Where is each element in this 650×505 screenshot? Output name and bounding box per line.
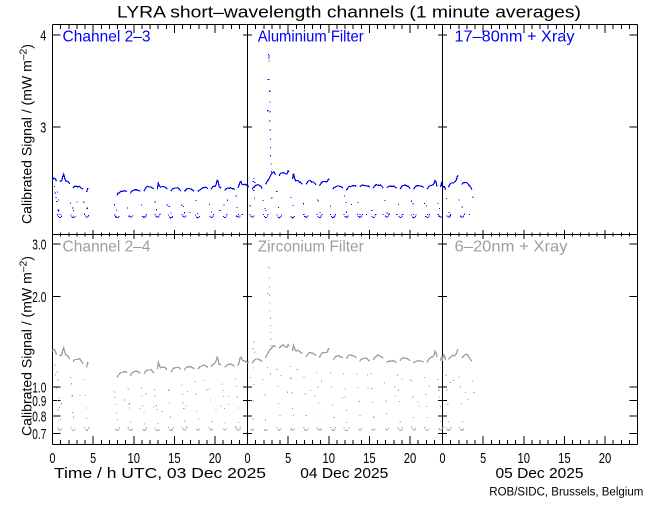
svg-text:ROB/SIDC, Brussels, Belgium: ROB/SIDC, Brussels, Belgium <box>489 486 643 498</box>
svg-text:0.7: 0.7 <box>32 426 46 443</box>
svg-text:20: 20 <box>404 450 417 467</box>
svg-text:3.0: 3.0 <box>32 236 46 253</box>
svg-text:0: 0 <box>440 450 446 467</box>
svg-text:Channel 2–4: Channel 2–4 <box>63 239 151 256</box>
svg-text:1.0: 1.0 <box>32 379 46 396</box>
svg-text:5: 5 <box>90 450 96 467</box>
svg-text:20: 20 <box>209 450 222 467</box>
svg-text:05 Dec 2025: 05 Dec 2025 <box>496 465 584 482</box>
svg-text:0.9: 0.9 <box>32 393 46 410</box>
svg-text:0.8: 0.8 <box>32 408 46 425</box>
svg-text:15: 15 <box>168 450 181 467</box>
svg-text:0: 0 <box>50 450 56 467</box>
svg-text:0: 0 <box>245 450 251 467</box>
svg-text:3: 3 <box>40 119 46 136</box>
svg-text:04 Dec 2025: 04 Dec 2025 <box>300 465 388 482</box>
svg-text:LYRA short–wavelength channels: LYRA short–wavelength channels (1 minute… <box>117 2 581 21</box>
svg-text:Channel 2–3: Channel 2–3 <box>63 29 151 46</box>
svg-text:10: 10 <box>128 450 141 467</box>
svg-text:15: 15 <box>558 450 571 467</box>
svg-text:Zirconium Filter: Zirconium Filter <box>258 239 365 256</box>
svg-text:10: 10 <box>518 450 531 467</box>
svg-text:20: 20 <box>599 450 612 467</box>
svg-text:4: 4 <box>40 27 46 44</box>
svg-text:Aluminium Filter: Aluminium Filter <box>258 29 365 46</box>
svg-text:5: 5 <box>480 450 486 467</box>
svg-text:Calibrated Signal / (mW m–2): Calibrated Signal / (mW m–2) <box>19 256 35 436</box>
svg-text:17–80nm + Xray: 17–80nm + Xray <box>455 29 575 46</box>
svg-text:6–20nm + Xray: 6–20nm + Xray <box>455 239 568 256</box>
svg-text:15: 15 <box>363 450 376 467</box>
svg-text:10: 10 <box>323 450 336 467</box>
svg-text:Time / h UTC, 03 Dec 2025: Time / h UTC, 03 Dec 2025 <box>54 465 266 482</box>
svg-text:2.0: 2.0 <box>32 289 46 306</box>
svg-text:Calibrated Signal / (mW m–2): Calibrated Signal / (mW m–2) <box>19 44 35 224</box>
svg-text:5: 5 <box>285 450 291 467</box>
